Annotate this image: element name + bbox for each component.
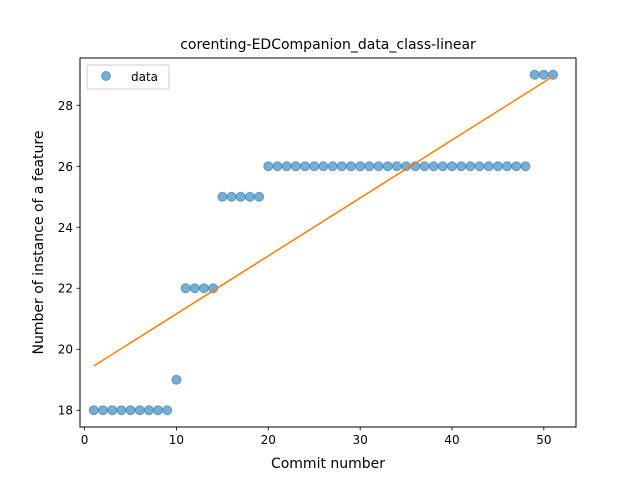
data-point: [382, 161, 393, 172]
legend: data: [86, 64, 170, 90]
data-point: [309, 161, 320, 172]
data-point: [465, 161, 476, 172]
data-point: [290, 161, 301, 172]
data-point: [538, 69, 549, 80]
data-point: [143, 405, 154, 416]
data-point: [373, 161, 384, 172]
data-point: [483, 161, 494, 172]
y-tick-label: 22: [58, 282, 73, 296]
data-point: [244, 191, 255, 202]
y-tick-label: 18: [58, 404, 73, 418]
y-tick-label: 20: [58, 343, 73, 357]
x-tick-label: 40: [444, 433, 459, 447]
data-point: [419, 161, 430, 172]
axes-frame: [79, 57, 577, 428]
data-point: [171, 374, 182, 385]
data-point: [447, 161, 457, 172]
data-point: [235, 191, 246, 202]
data-point: [456, 161, 467, 172]
data-point: [134, 405, 145, 416]
data-point: [199, 283, 209, 294]
data-point: [125, 405, 136, 416]
data-point: [226, 191, 237, 202]
chart-title: corenting-EDCompanion_data_class-linear: [180, 37, 476, 53]
data-point: [318, 161, 329, 172]
data-point: [162, 405, 173, 416]
fit-line: [93, 75, 554, 367]
data-point: [428, 161, 439, 172]
x-tick-label: 20: [261, 433, 276, 447]
data-point: [88, 405, 99, 416]
data-point: [391, 161, 402, 172]
x-axis-title: Commit number: [271, 456, 385, 472]
data-point: [364, 161, 375, 172]
x-tick-label: 0: [81, 433, 89, 447]
data-point: [263, 161, 274, 172]
data-point: [529, 69, 540, 80]
data-point: [474, 161, 485, 172]
data-point: [153, 405, 164, 416]
data-point: [345, 161, 356, 172]
data-point: [511, 161, 522, 172]
data-point: [355, 161, 366, 172]
data-point: [272, 161, 283, 172]
legend-label-data: data: [131, 70, 158, 84]
data-point: [116, 405, 127, 416]
y-tick-label: 24: [58, 221, 73, 235]
y-tick-label: 28: [58, 99, 73, 113]
data-point: [492, 161, 503, 172]
data-point: [336, 161, 347, 172]
x-axis: 0 10 20 30 40 50: [81, 427, 551, 447]
y-axis-title: Number of instance of a feature: [31, 131, 47, 355]
legend-box: [86, 64, 170, 90]
data-point: [520, 161, 531, 172]
y-tick-label: 26: [58, 160, 73, 174]
data-point: [300, 161, 311, 172]
data-point: [97, 405, 108, 416]
data-point: [327, 161, 338, 172]
data-point: [107, 405, 118, 416]
plot-area: [88, 69, 559, 416]
data-point: [217, 191, 228, 202]
data-point: [502, 161, 513, 172]
data-point: [281, 161, 292, 172]
x-tick-label: 30: [353, 433, 368, 447]
data-point: [189, 283, 200, 294]
legend-marker-data: [101, 71, 111, 81]
x-tick-label: 50: [536, 433, 551, 447]
x-tick-label: 10: [169, 433, 184, 447]
y-axis: 18 20 22 24 26 28: [58, 99, 80, 418]
data-point: [180, 283, 191, 294]
data-point: [437, 161, 448, 172]
data-point: [254, 191, 265, 202]
